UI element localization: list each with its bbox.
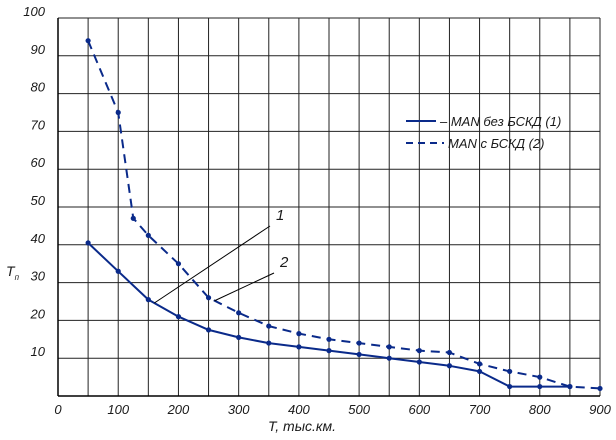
data-point: [507, 368, 513, 375]
y-tick-label: 30: [31, 269, 46, 284]
data-point: [446, 349, 453, 356]
data-point: [236, 310, 242, 316]
data-point: [416, 348, 422, 354]
legend: – MAN без БСКД (1) MAN с БСКД (2): [406, 114, 561, 151]
x-tick-label: 500: [348, 402, 370, 417]
y-tick-label: 70: [31, 117, 46, 132]
annotations: 12: [154, 207, 289, 304]
data-point: [296, 331, 302, 337]
data-point: [145, 297, 151, 303]
data-point: [266, 340, 272, 346]
data-point: [130, 215, 136, 221]
data-point: [476, 368, 483, 375]
annotation-label-1: 1: [276, 207, 284, 224]
data-point: [446, 363, 453, 369]
annotation-leader-1: [154, 225, 271, 304]
data-point: [175, 261, 182, 267]
y-tick-label: 100: [23, 4, 45, 19]
x-tick-label: 200: [167, 402, 190, 417]
data-point: [537, 374, 543, 380]
x-axis-title: T, тыс.км.: [268, 418, 336, 434]
data-point: [205, 295, 212, 301]
x-tick-label: 0: [54, 402, 62, 417]
x-tick-label: 800: [529, 402, 551, 417]
x-tick-label: 900: [589, 402, 611, 417]
data-point: [416, 359, 422, 365]
series-1: [85, 240, 573, 390]
x-tick-label: 400: [288, 402, 310, 417]
y-axis-title: Tп: [6, 263, 20, 282]
y-tick-label: 10: [31, 344, 46, 359]
data-point: [326, 336, 332, 342]
data-point: [476, 361, 483, 367]
legend-label-series-1: – MAN без БСКД (1): [439, 114, 561, 129]
data-point: [266, 323, 272, 329]
series-2: [85, 38, 603, 392]
y-tick-label: 60: [31, 155, 46, 170]
legend-label-series-2: MAN с БСКД (2): [448, 136, 545, 151]
data-point: [205, 327, 212, 333]
data-point: [85, 240, 91, 246]
data-point: [386, 355, 392, 361]
y-tick-label: 90: [31, 42, 46, 57]
data-point: [175, 314, 182, 320]
data-point: [356, 351, 362, 358]
data-point: [597, 385, 603, 392]
data-point: [236, 334, 242, 341]
annotation-label-2: 2: [279, 254, 289, 271]
data-point: [537, 383, 543, 390]
data-point: [85, 38, 91, 44]
data-point: [115, 268, 121, 274]
y-tick-label: 20: [30, 306, 46, 321]
data-point: [145, 232, 151, 238]
x-tick-label: 300: [228, 402, 250, 417]
y-tick-labels: 10 20 30 40 50 60 70 80 90 100: [23, 4, 45, 359]
x-tick-labels: 0 100 200 300 400 500 600 700 800 900: [54, 402, 611, 417]
y-tick-label: 40: [31, 231, 46, 246]
y-tick-label: 80: [31, 80, 46, 95]
data-point: [567, 383, 573, 390]
grid: [58, 17, 601, 396]
data-point: [507, 383, 513, 390]
y-axis-title-subscript: п: [15, 273, 20, 282]
data-point: [326, 348, 332, 354]
data-point: [296, 344, 302, 350]
data-point: [356, 340, 362, 346]
x-tick-label: 700: [469, 402, 491, 417]
y-tick-label: 50: [31, 193, 46, 208]
series-layer: [85, 38, 603, 392]
x-tick-label: 100: [107, 402, 129, 417]
x-tick-label: 600: [408, 402, 430, 417]
annotation-leader-2: [214, 272, 275, 302]
data-point: [115, 109, 121, 116]
data-point: [386, 344, 392, 350]
axes: [57, 18, 600, 397]
